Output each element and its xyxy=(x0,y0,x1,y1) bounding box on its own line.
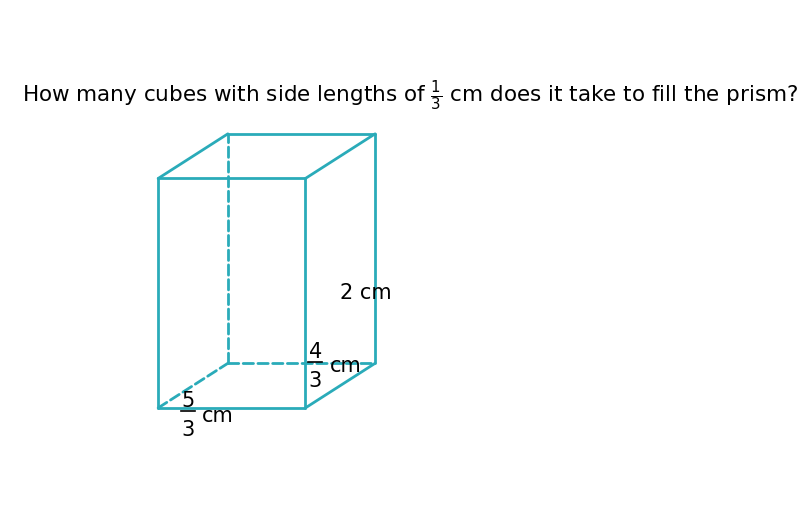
Text: 4: 4 xyxy=(309,342,322,362)
Text: 3: 3 xyxy=(181,420,194,440)
Text: cm: cm xyxy=(202,406,234,425)
Text: 3: 3 xyxy=(309,371,322,391)
Text: cm: cm xyxy=(330,356,361,376)
Text: How many cubes with side lengths of $\frac{1}{3}$ cm does it take to fill the pr: How many cubes with side lengths of $\fr… xyxy=(22,78,798,113)
Text: 2 cm: 2 cm xyxy=(340,283,392,303)
Text: 5: 5 xyxy=(181,391,194,411)
